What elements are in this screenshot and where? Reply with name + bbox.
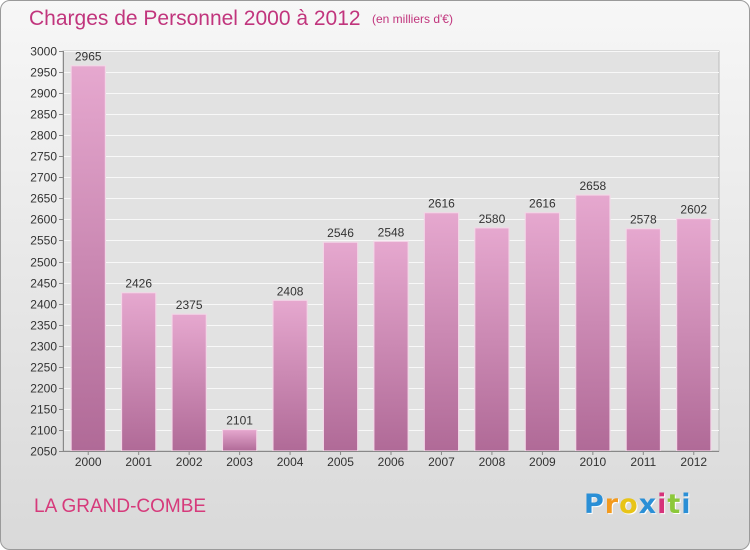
y-tick-label: 2750 [30, 150, 57, 164]
y-tick-label: 2050 [30, 445, 57, 459]
y-tick-label: 3000 [30, 45, 57, 59]
y-tick-label: 2550 [30, 234, 57, 248]
logo-letter: x [638, 489, 658, 520]
x-tick-label: 2009 [529, 455, 556, 469]
y-tick-label: 2100 [30, 424, 57, 438]
bar-value-label: 2408 [277, 284, 304, 298]
bar [625, 228, 662, 452]
y-tick-label: 2650 [30, 192, 57, 206]
chart-title: Charges de Personnel 2000 à 2012 [29, 7, 361, 30]
city-name: LA GRAND-COMBE [34, 496, 207, 517]
y-tick-label: 2800 [30, 129, 57, 143]
bar [474, 227, 510, 452]
x-tick-label: 2003 [226, 455, 253, 469]
bar-value-label: 2616 [529, 197, 556, 211]
chart-subtitle: (en milliers d'€) [372, 12, 453, 26]
bar-value-label: 2546 [327, 226, 354, 240]
y-tick-label: 2450 [30, 277, 57, 291]
logo-letter: P [584, 489, 605, 520]
bar-value-label: 2578 [630, 213, 657, 227]
bar-value-label: 2101 [226, 414, 253, 428]
y-tick-label: 2350 [30, 319, 57, 333]
y-tick-label: 2150 [30, 403, 57, 417]
x-tick-label: 2008 [479, 455, 506, 469]
y-tick-label: 2250 [30, 361, 57, 375]
bar-value-label: 2616 [428, 197, 455, 211]
bar-value-label: 2965 [75, 50, 102, 64]
x-tick-label: 2000 [75, 455, 102, 469]
bar [272, 299, 308, 452]
x-tick-label: 2010 [579, 455, 606, 469]
x-tick-label: 2007 [428, 455, 455, 469]
proxiti-logo: Proxiti [584, 489, 692, 520]
y-tick-label: 2500 [30, 256, 57, 270]
x-tick-label: 2005 [327, 455, 354, 469]
x-tick-label: 2011 [630, 455, 656, 469]
y-tick-label: 2850 [30, 108, 57, 122]
bar [70, 65, 106, 452]
logo-letter: t [667, 489, 682, 520]
y-tick-label: 2200 [30, 382, 57, 396]
y-tick-label: 2700 [30, 171, 57, 185]
bar-value-label: 2426 [125, 277, 152, 291]
y-tick-label: 2300 [30, 340, 57, 354]
bar-value-label: 2602 [680, 203, 707, 217]
bar [322, 241, 359, 452]
logo-letter: i [657, 489, 668, 520]
x-tick-label: 2002 [176, 455, 203, 469]
x-tick-label: 2004 [277, 455, 304, 469]
bar [373, 240, 409, 452]
y-tick-label: 2900 [30, 87, 57, 101]
bar [171, 313, 207, 452]
bar [423, 212, 460, 452]
logo-letter: r [604, 489, 620, 520]
bar [575, 194, 611, 452]
x-tick-label: 2012 [680, 455, 707, 469]
x-tick-label: 2006 [378, 455, 405, 469]
bar [221, 428, 258, 452]
y-tick-label: 2600 [30, 213, 57, 227]
bar-value-label: 2580 [479, 212, 506, 226]
bar-value-label: 2375 [176, 298, 203, 312]
y-tick-label: 2950 [30, 66, 57, 80]
y-tick-label: 2400 [30, 298, 57, 312]
bar-value-label: 2658 [579, 179, 606, 193]
bar [120, 292, 157, 452]
x-tick-label: 2001 [125, 455, 152, 469]
logo-letter: i [681, 489, 692, 520]
bar [524, 212, 561, 452]
bar-value-label: 2548 [378, 225, 405, 239]
bar [676, 217, 712, 452]
logo-letter: o [619, 489, 639, 520]
